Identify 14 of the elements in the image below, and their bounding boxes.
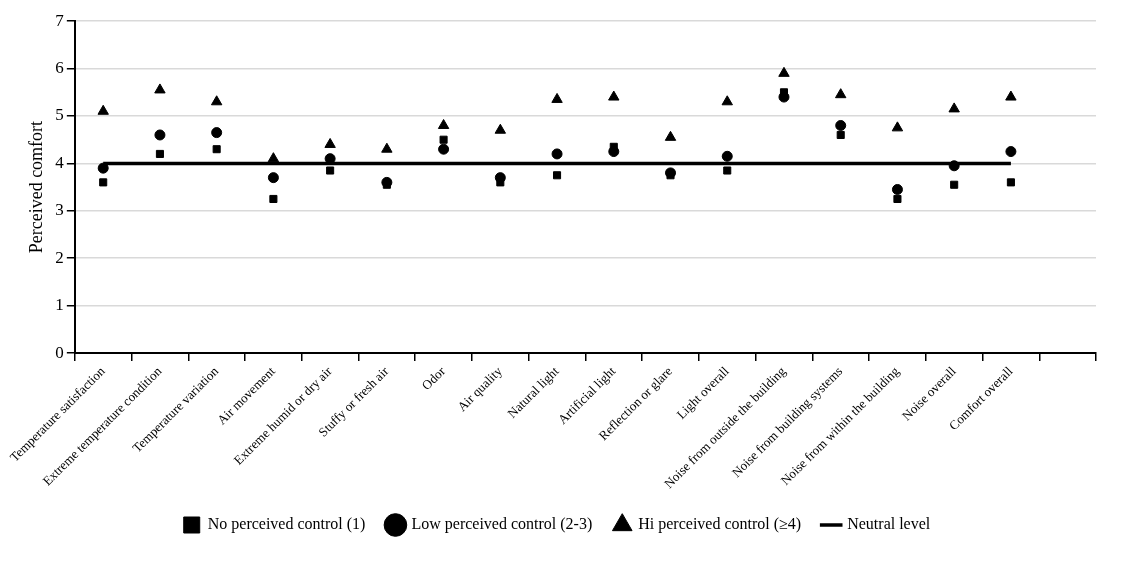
legend-label: No perceived control (1) xyxy=(207,515,366,534)
y-tick-label: 4 xyxy=(55,152,65,172)
legend-label: Neutral level xyxy=(847,515,931,533)
y-tick-label: 2 xyxy=(55,247,64,267)
y-tick-label: 3 xyxy=(55,200,64,220)
x-tick-label: Odor xyxy=(418,363,449,393)
y-tick-label: 7 xyxy=(55,10,65,30)
y-tick-label: 5 xyxy=(55,105,64,125)
y-tick-label: 1 xyxy=(55,295,64,315)
legend-label: Low perceived control (2-3) xyxy=(411,515,593,534)
y-tick-label: 0 xyxy=(55,342,64,362)
y-tick-label: 6 xyxy=(55,58,64,78)
legend-label: Hi perceived control (≥4) xyxy=(638,515,802,534)
y-axis-title: Perceived comfort xyxy=(26,120,47,254)
